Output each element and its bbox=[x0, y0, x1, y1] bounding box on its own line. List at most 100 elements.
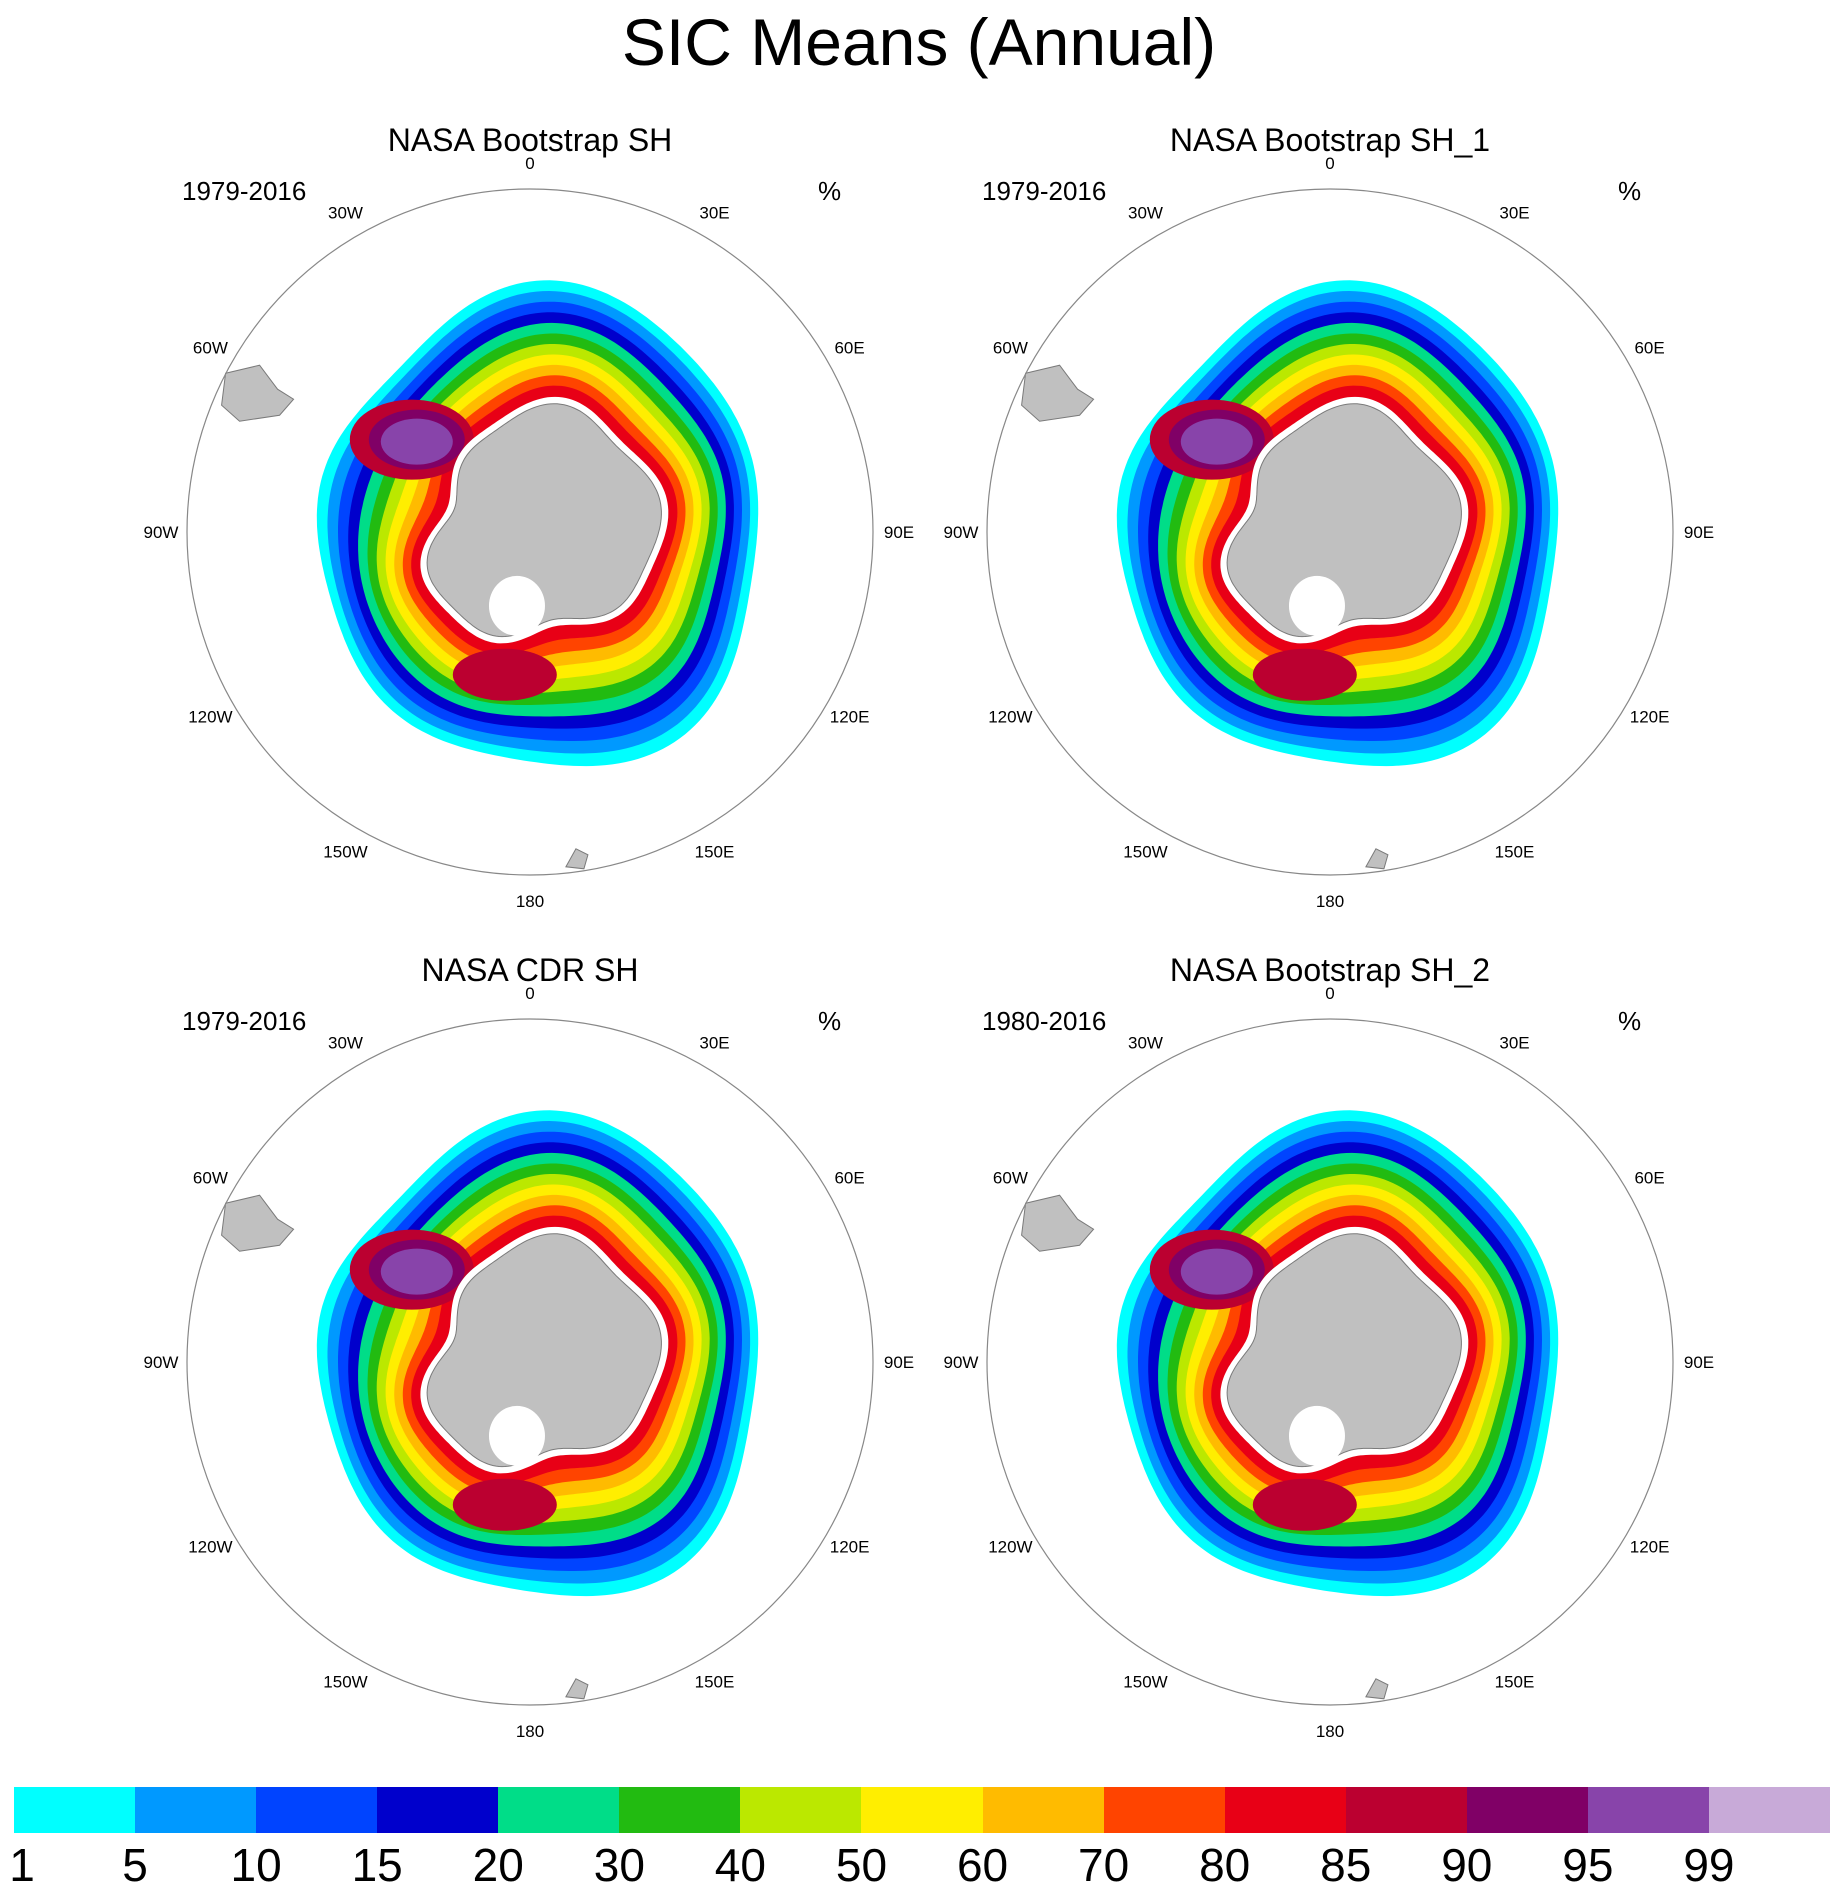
colorbar-level-label: 95 bbox=[1562, 1839, 1614, 1891]
colorbar-swatch bbox=[1587, 1787, 1709, 1833]
longitude-label: 30W bbox=[328, 1033, 363, 1052]
longitude-label: 60E bbox=[834, 339, 864, 358]
map-layers bbox=[221, 280, 759, 870]
colorbar-swatch bbox=[135, 1787, 257, 1833]
map-layers bbox=[1021, 280, 1559, 870]
polar-map: 0 30E 60E 90E 120E 150E 180 150W 120W 90W 60W 30W bbox=[944, 984, 1715, 1741]
colorbar-swatch bbox=[14, 1787, 136, 1833]
longitude-label: 30E bbox=[1499, 203, 1529, 222]
longitude-label: 180 bbox=[1316, 1722, 1344, 1741]
colorbar-swatch bbox=[498, 1787, 620, 1833]
longitude-label: 90E bbox=[884, 523, 914, 542]
colorbar-level-label: 30 bbox=[593, 1839, 645, 1891]
colorbar-level-label: 85 bbox=[1320, 1839, 1372, 1891]
units-label: % bbox=[818, 176, 842, 206]
period-label: 1979-2016 bbox=[182, 1006, 307, 1036]
panel-title: NASA Bootstrap SH_2 bbox=[1169, 952, 1491, 988]
longitude-label: 120E bbox=[1630, 708, 1670, 727]
map-boundary bbox=[986, 1018, 1674, 1706]
longitude-label: 0 bbox=[525, 984, 534, 1003]
colorbar-level-label: 50 bbox=[835, 1839, 888, 1891]
longitude-label: 30W bbox=[1128, 1033, 1163, 1052]
longitude-label: 90E bbox=[884, 1353, 914, 1372]
ross-ice-shelf bbox=[1288, 1405, 1345, 1466]
figure-title: SIC Means (Annual) bbox=[621, 5, 1217, 79]
longitude-label: 120E bbox=[830, 1538, 870, 1557]
longitude-label: 120W bbox=[188, 1538, 232, 1557]
ross-sea-patch bbox=[1252, 648, 1357, 701]
longitude-label: 150E bbox=[1495, 843, 1535, 862]
colorbar-level-label: 70 bbox=[1078, 1839, 1130, 1891]
colorbar bbox=[14, 1787, 1830, 1833]
colorbar-swatch bbox=[619, 1787, 741, 1833]
longitude-label: 180 bbox=[1316, 892, 1344, 911]
longitude-label: 0 bbox=[1325, 154, 1334, 173]
longitude-label: 60W bbox=[993, 1169, 1028, 1188]
longitude-label: 30E bbox=[1499, 1033, 1529, 1052]
sea-ice-band bbox=[1180, 1248, 1253, 1295]
colorbar-labels: 1 5 10 15 20 30 40 50 60 70 80 85 90 95 99 bbox=[9, 1839, 1830, 1891]
weddell-sea-patch bbox=[349, 399, 474, 480]
longitude-label: 60W bbox=[193, 1169, 228, 1188]
polar-map: 0 30E 60E 90E 120E 150E 180 150W 120W 90W 60W 30W bbox=[144, 984, 915, 1741]
longitude-label: 120E bbox=[830, 708, 870, 727]
map-panel-nasa-bootstrap-sh-1: NASA Bootstrap SH_1 1979-2016 % 0 30E 60E 9… bbox=[930, 120, 1730, 940]
south-america-landmass bbox=[221, 364, 295, 422]
colorbar-swatch bbox=[1708, 1787, 1830, 1833]
longitude-label: 60E bbox=[834, 1169, 864, 1188]
longitude-label: 90W bbox=[944, 1353, 979, 1372]
colorbar-level-label: 15 bbox=[351, 1839, 403, 1891]
colorbar-level-label: 90 bbox=[1441, 1839, 1493, 1891]
ross-ice-shelf bbox=[488, 575, 545, 636]
ross-sea-patch bbox=[452, 648, 557, 701]
longitude-label: 180 bbox=[516, 892, 544, 911]
units-label: % bbox=[1618, 176, 1642, 206]
longitude-label: 150E bbox=[695, 1673, 735, 1692]
longitude-label: 90W bbox=[944, 523, 979, 542]
longitude-label: 0 bbox=[525, 154, 534, 173]
polar-map: 0 30E 60E 90E 120E 150E 180 150W 120W 90W 60W 30W bbox=[144, 154, 915, 911]
longitude-label: 150W bbox=[323, 843, 367, 862]
colorbar-swatch bbox=[861, 1787, 983, 1833]
longitude-label: 120W bbox=[988, 1538, 1032, 1557]
panel-title: NASA Bootstrap SH bbox=[387, 122, 673, 158]
longitude-label: 120E bbox=[1630, 1538, 1670, 1557]
colorbar-level-label: 1 bbox=[9, 1839, 35, 1891]
panel-title: NASA Bootstrap SH_1 bbox=[1169, 122, 1491, 158]
units-label: % bbox=[1618, 1006, 1642, 1036]
sea-ice-band bbox=[380, 418, 453, 465]
new-zealand-landmass bbox=[1365, 1678, 1389, 1700]
south-america-landmass bbox=[1021, 364, 1095, 422]
colorbar-swatch bbox=[1466, 1787, 1588, 1833]
map-panel-nasa-bootstrap-sh: NASA Bootstrap SH 1979-2016 % 0 30E 60E 90E… bbox=[130, 120, 930, 940]
new-zealand-landmass bbox=[1365, 848, 1389, 870]
colorbar-level-label: 60 bbox=[956, 1839, 1009, 1891]
map-boundary bbox=[186, 1018, 874, 1706]
ross-sea-patch bbox=[1252, 1478, 1357, 1531]
colorbar-level-label: 99 bbox=[1683, 1839, 1735, 1891]
map-boundary bbox=[986, 188, 1674, 876]
longitude-label: 30E bbox=[699, 1033, 729, 1052]
colorbar-level-label: 40 bbox=[714, 1839, 766, 1891]
longitude-label: 60E bbox=[1634, 1169, 1664, 1188]
longitude-label: 90E bbox=[1684, 1353, 1714, 1372]
colorbar-level-label: 10 bbox=[230, 1839, 282, 1891]
longitude-label: 150W bbox=[1123, 843, 1167, 862]
weddell-sea-patch bbox=[349, 1229, 474, 1310]
colorbar-swatch bbox=[1103, 1787, 1225, 1833]
sea-ice-band bbox=[380, 1248, 453, 1295]
map-layers bbox=[221, 1110, 759, 1700]
colorbar-swatch bbox=[982, 1787, 1104, 1833]
new-zealand-landmass bbox=[565, 848, 589, 870]
colorbar-swatch bbox=[377, 1787, 499, 1833]
new-zealand-landmass bbox=[565, 1678, 589, 1700]
map-panel-nasa-bootstrap-sh-2: NASA Bootstrap SH_2 1980-2016 % 0 30E 60E 9… bbox=[930, 950, 1730, 1770]
longitude-label: 150W bbox=[323, 1673, 367, 1692]
south-america-landmass bbox=[221, 1194, 295, 1252]
map-boundary bbox=[186, 188, 874, 876]
panel-title: NASA CDR SH bbox=[421, 952, 639, 988]
longitude-label: 30E bbox=[699, 203, 729, 222]
map-panel-nasa-cdr-sh: NASA CDR SH 1979-2016 % 0 30E 60E 90E 120E 15… bbox=[130, 950, 930, 1770]
ross-sea-patch bbox=[452, 1478, 557, 1531]
longitude-label: 150W bbox=[1123, 1673, 1167, 1692]
